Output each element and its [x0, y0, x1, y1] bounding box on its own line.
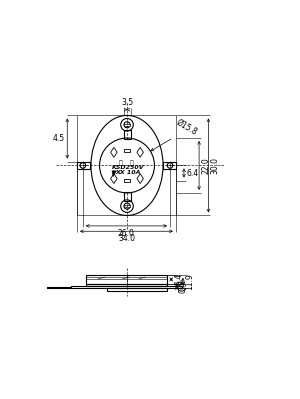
Text: 26.0: 26.0	[118, 229, 135, 238]
Polygon shape	[112, 171, 117, 177]
Text: XX 10A: XX 10A	[116, 170, 141, 176]
Text: 11.9: 11.9	[185, 273, 194, 290]
Text: 4.5: 4.5	[53, 134, 65, 143]
Bar	[77, 162, 90, 170]
Bar	[124, 205, 130, 207]
Bar	[86, 284, 166, 286]
Bar	[47, 286, 71, 288]
Bar	[124, 130, 130, 139]
Bar	[124, 149, 130, 152]
Bar	[86, 275, 166, 284]
Bar	[124, 192, 130, 201]
Bar	[71, 286, 182, 288]
Bar	[163, 162, 176, 170]
Text: 0.4: 0.4	[179, 281, 188, 293]
Text: KSD250V: KSD250V	[112, 165, 145, 170]
Text: 34.0: 34.0	[118, 234, 135, 243]
Text: ⓗ: ⓗ	[129, 160, 133, 166]
Text: 22.0: 22.0	[201, 157, 210, 174]
Text: 0.8: 0.8	[179, 279, 188, 291]
Bar	[124, 179, 130, 182]
Text: 30.0: 30.0	[211, 157, 220, 174]
Text: 5.4: 5.4	[174, 273, 183, 285]
Bar	[124, 124, 130, 126]
Bar	[107, 288, 166, 290]
Text: 6.4: 6.4	[186, 169, 198, 178]
Text: Ⓞ: Ⓞ	[118, 160, 122, 166]
Text: 3.5: 3.5	[121, 98, 133, 107]
Text: Ø15.8: Ø15.8	[175, 117, 199, 136]
